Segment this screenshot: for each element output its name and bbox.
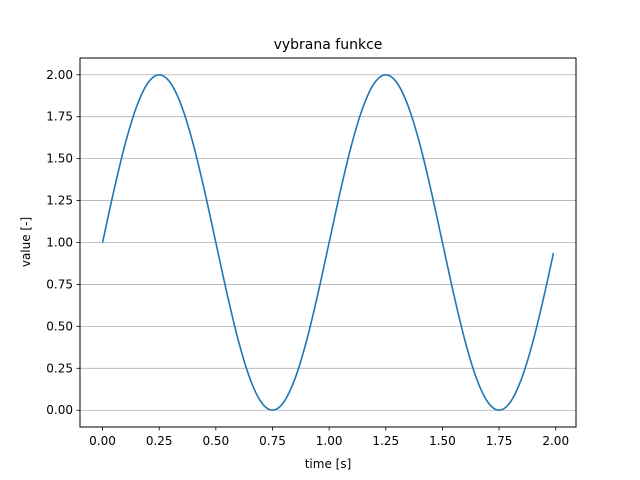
y-tick-label: 0.00 [46,403,73,417]
x-tick-label: 0.00 [89,434,116,448]
y-axis-label: value [-] [19,217,33,267]
y-tick-label: 0.50 [46,319,73,333]
x-tick-label: 0.25 [146,434,173,448]
x-tick-label: 1.25 [372,434,399,448]
x-tick-label: 2.00 [542,434,569,448]
chart-title: vybrana funkce [274,37,383,53]
y-tick-label: 1.25 [46,194,73,208]
x-axis-label: time [s] [305,457,352,471]
x-tick-label: 0.50 [202,434,229,448]
grid-layer [80,74,576,411]
y-axis-ticks: 0.00 0.25 0.50 0.75 1.00 1.25 1.50 1.75 2.00 [46,68,80,417]
series-line [101,73,555,412]
x-tick-label: 1.50 [429,434,456,448]
y-tick-label: 0.75 [46,277,73,291]
y-tick-label: 2.00 [46,68,73,82]
y-tick-label: 0.25 [46,361,73,375]
y-tick-label: 1.75 [46,110,73,124]
x-tick-label: 1.00 [316,434,343,448]
series-layer [101,73,555,412]
y-tick-label: 1.00 [46,236,73,250]
x-tick-label: 0.75 [259,434,286,448]
y-tick-label: 1.50 [46,152,73,166]
x-axis-ticks: 0.00 0.25 0.50 0.75 1.00 1.25 1.50 1.75 2.00 [89,427,569,448]
x-tick-label: 1.75 [486,434,513,448]
